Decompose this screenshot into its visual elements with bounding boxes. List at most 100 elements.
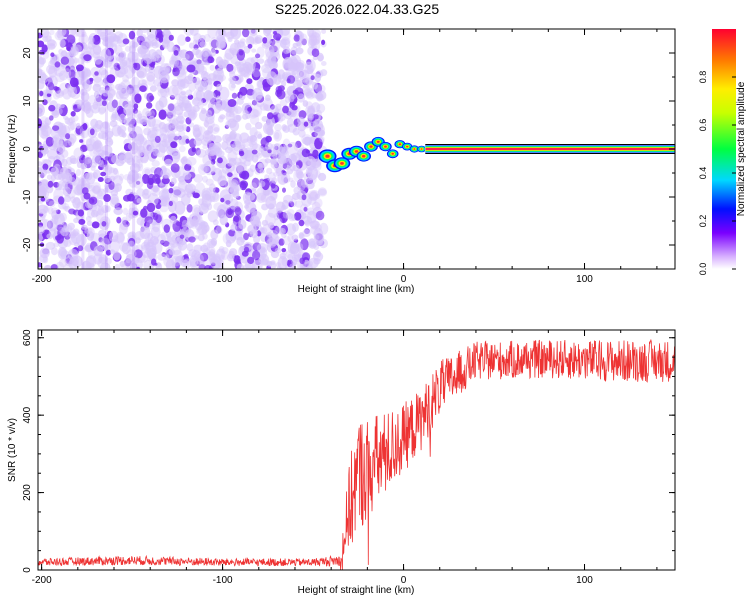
noise-blob: [158, 109, 167, 120]
noise-blob: [114, 64, 121, 71]
noise-blob: [247, 256, 255, 265]
noise-blob: [192, 192, 200, 199]
noise-blob: [69, 77, 79, 88]
noise-blob: [273, 33, 282, 41]
noise-blob: [305, 101, 313, 110]
noise-blob: [229, 77, 237, 85]
noise-blob: [224, 199, 231, 207]
noise-blob: [243, 159, 251, 167]
noise-blob: [154, 135, 161, 143]
noise-blob: [202, 163, 209, 173]
noise-blob: [52, 134, 64, 148]
noise-blob: [262, 37, 268, 44]
noise-blob: [88, 189, 98, 197]
noise-blob: [161, 177, 170, 185]
noise-blob: [45, 264, 52, 269]
noise-blob: [234, 207, 242, 216]
noise-blob: [243, 263, 253, 269]
noise-blob: [142, 60, 148, 67]
noise-blob: [193, 174, 203, 183]
noise-blob: [60, 250, 70, 260]
noise-blob: [155, 49, 163, 59]
noise-blob: [227, 172, 233, 178]
noise-blob: [143, 53, 153, 65]
noise-blob: [64, 194, 71, 203]
noise-blob: [89, 77, 94, 82]
noise-blob: [245, 112, 251, 119]
noise-blob: [72, 44, 83, 53]
noise-blob: [229, 183, 239, 196]
noise-blob: [42, 249, 50, 256]
noise-blob: [215, 225, 223, 234]
noise-blob: [141, 241, 150, 250]
noise-blob: [222, 133, 232, 143]
noise-blob: [215, 95, 222, 104]
noise-blob: [266, 260, 273, 267]
noise-blob: [119, 261, 126, 267]
noise-blob: [203, 160, 215, 176]
noise-blob: [159, 72, 170, 84]
tone-drift-blob: [413, 148, 416, 150]
noise-blob: [292, 222, 299, 232]
noise-blob: [90, 209, 99, 218]
noise-blob: [122, 38, 130, 45]
noise-blob: [38, 182, 47, 193]
noise-blob: [101, 100, 107, 107]
noise-blob: [238, 50, 244, 56]
noise-blob: [177, 255, 184, 262]
noise-blob: [182, 258, 192, 269]
noise-blob: [128, 213, 135, 219]
noise-blob: [274, 123, 282, 132]
noise-blob: [68, 69, 76, 80]
noise-blob: [239, 86, 248, 96]
noise-blob: [136, 188, 145, 197]
noise-blob: [187, 109, 198, 120]
noise-blob: [204, 265, 212, 269]
noise-blob: [173, 133, 181, 143]
noise-blob: [299, 69, 310, 83]
noise-blob: [134, 93, 142, 104]
noise-blob: [58, 258, 68, 268]
noise-blob: [186, 204, 193, 213]
noise-blob: [314, 198, 323, 208]
noise-blob: [204, 224, 210, 232]
tone-drift-blob: [340, 162, 344, 165]
noise-blob: [273, 213, 280, 221]
noise-blob: [135, 266, 140, 269]
noise-blob: [74, 71, 81, 79]
snr-frame: [37, 329, 676, 571]
noise-blob: [150, 56, 157, 62]
noise-blob: [273, 171, 280, 177]
noise-blob: [99, 237, 111, 251]
noise-blob: [292, 164, 300, 172]
noise-blob: [128, 240, 135, 248]
noise-blob: [109, 84, 115, 91]
figure-title: S225.2026.022.04.33.G25: [275, 1, 439, 17]
noise-blob: [68, 117, 76, 124]
noise-blob: [268, 171, 276, 183]
noise-blob: [38, 225, 45, 235]
noise-blob: [202, 154, 212, 166]
noise-blob: [315, 250, 322, 258]
noise-blob: [198, 163, 208, 175]
noise-blob: [188, 249, 197, 257]
noise-blob: [85, 172, 96, 185]
noise-blob: [173, 50, 179, 56]
noise-blob: [110, 193, 119, 205]
noise-blob: [152, 242, 163, 255]
noise-blob: [54, 137, 63, 148]
noise-blob: [70, 230, 79, 237]
noise-blob: [166, 111, 174, 119]
noise-blob: [185, 117, 192, 125]
noise-blob: [240, 181, 246, 186]
noise-blob: [159, 126, 168, 136]
colorbar-tick-label: 0.2: [698, 215, 708, 228]
noise-blob: [137, 135, 145, 142]
noise-blob: [184, 183, 196, 193]
noise-blob: [299, 257, 306, 265]
noise-blob: [174, 93, 181, 101]
noise-blob: [295, 140, 302, 148]
noise-blob: [96, 200, 104, 207]
noise-blob: [48, 104, 56, 112]
noise-blob: [249, 141, 258, 150]
